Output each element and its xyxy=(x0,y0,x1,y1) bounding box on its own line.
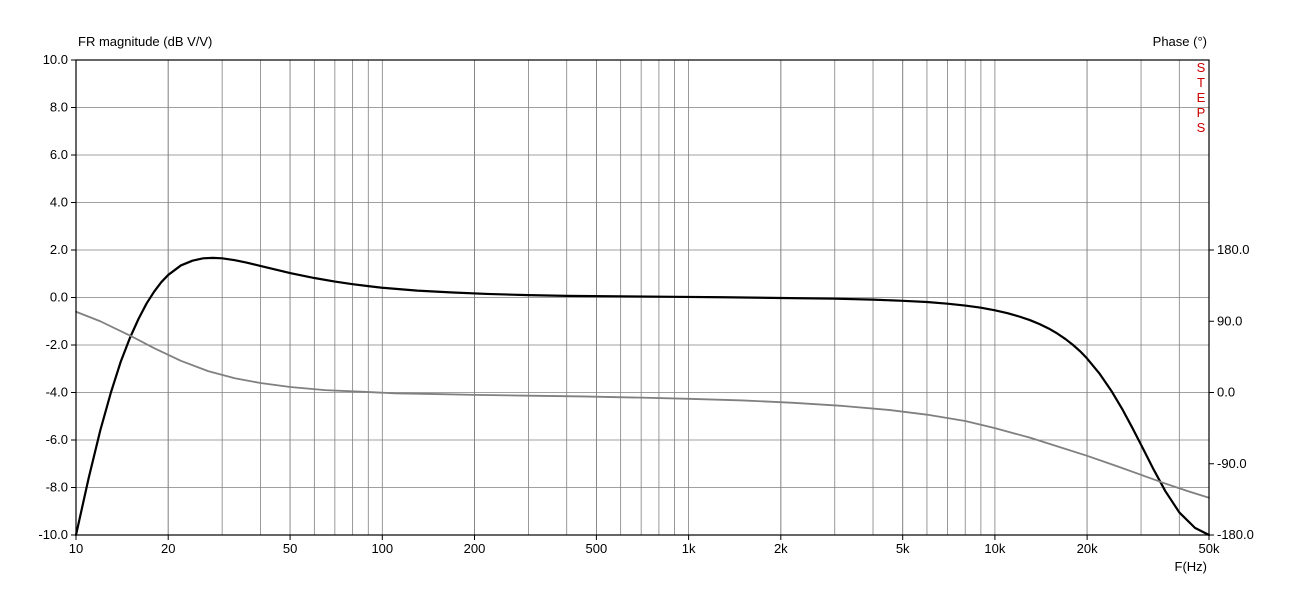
y-right-tick-label: 90.0 xyxy=(1217,313,1242,328)
x-tick-label: 500 xyxy=(586,541,608,556)
y-right-tick-label: -180.0 xyxy=(1217,527,1254,542)
y-left-tick-label: 6.0 xyxy=(50,147,68,162)
y-left-tick-label: 8.0 xyxy=(50,100,68,115)
y-left-tick-label: -8.0 xyxy=(46,480,68,495)
steps-watermark-letter: T xyxy=(1197,75,1205,90)
x-tick-label: 1k xyxy=(682,541,696,556)
steps-watermark-letter: S xyxy=(1197,120,1206,135)
y-right-tick-label: 0.0 xyxy=(1217,385,1235,400)
x-tick-label: 10k xyxy=(984,541,1005,556)
steps-watermark-letter: E xyxy=(1197,90,1206,105)
y-left-tick-label: 0.0 xyxy=(50,290,68,305)
y-left-tick-label: 2.0 xyxy=(50,242,68,257)
x-tick-label: 10 xyxy=(69,541,83,556)
x-tick-label: 50k xyxy=(1199,541,1220,556)
y-left-tick-label: -10.0 xyxy=(38,527,68,542)
x-tick-label: 20 xyxy=(161,541,175,556)
y-right-tick-label: -90.0 xyxy=(1217,456,1247,471)
y-left-tick-label: -2.0 xyxy=(46,337,68,352)
y-left-tick-label: -6.0 xyxy=(46,432,68,447)
x-tick-label: 50 xyxy=(283,541,297,556)
right-axis-title: Phase (°) xyxy=(1153,34,1207,49)
left-axis-title: FR magnitude (dB V/V) xyxy=(78,34,212,49)
x-tick-label: 5k xyxy=(896,541,910,556)
x-tick-label: 2k xyxy=(774,541,788,556)
y-left-tick-label: -4.0 xyxy=(46,385,68,400)
steps-watermark-letter: S xyxy=(1197,60,1206,75)
x-axis-title: F(Hz) xyxy=(1175,559,1208,574)
bode-chart: 10 20 50 100 200 500 1k 2k 5k 10k 20k 50k -10.0 -8.0 -… xyxy=(0,0,1306,605)
x-tick-label: 100 xyxy=(371,541,393,556)
steps-watermark-letter: P xyxy=(1197,105,1206,120)
x-tick-label: 200 xyxy=(464,541,486,556)
y-right-tick-label: 180.0 xyxy=(1217,242,1250,257)
x-tick-label: 20k xyxy=(1077,541,1098,556)
y-left-tick-label: 4.0 xyxy=(50,195,68,210)
y-left-tick-label: 10.0 xyxy=(43,52,68,67)
